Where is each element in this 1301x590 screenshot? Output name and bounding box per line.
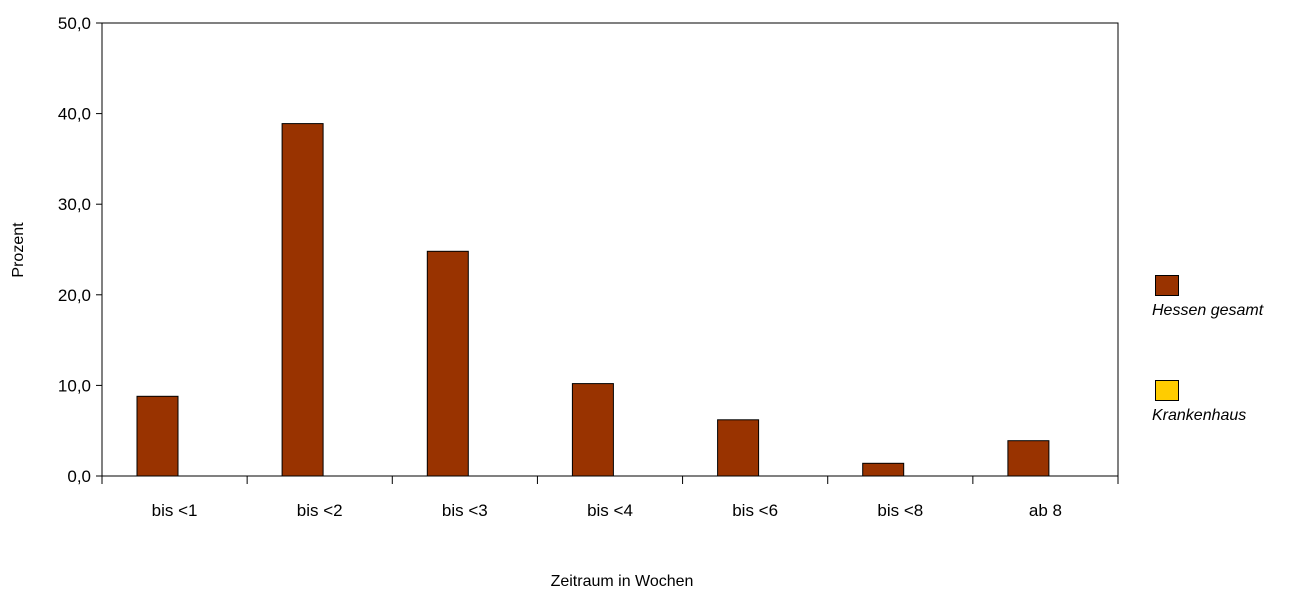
y-axis-title: Prozent [10,222,27,278]
x-tick-label-3: bis <4 [587,501,633,520]
y-tick-label-1: 10,0 [58,376,91,395]
y-tick-label-4: 40,0 [58,105,91,124]
x-tick-label-6: ab 8 [1029,501,1062,520]
legend-label-krankenhaus: Krankenhaus [1152,407,1246,425]
legend-swatch-krankenhaus [1155,380,1179,401]
y-tick-label-0: 0,0 [67,467,91,486]
legend-swatch-hessen-gesamt [1155,275,1179,296]
y-tick-label-2: 20,0 [58,286,91,305]
x-tick-label-0: bis <1 [152,501,198,520]
chart-legend: Hessen gesamt Krankenhaus [1152,272,1297,482]
bar-hessen-gesamt-6 [1008,441,1049,476]
legend-item-krankenhaus: Krankenhaus [1152,377,1297,482]
x-tick-label-1: bis <2 [297,501,343,520]
legend-label-hessen-gesamt: Hessen gesamt [1152,302,1263,320]
legend-item-hessen-gesamt: Hessen gesamt [1152,272,1297,377]
x-tick-label-2: bis <3 [442,501,488,520]
x-tick-label-5: bis <8 [877,501,923,520]
bar-hessen-gesamt-1 [282,124,323,476]
bar-hessen-gesamt-2 [427,251,468,476]
bar-hessen-gesamt-3 [572,384,613,476]
x-tick-label-4: bis <6 [732,501,778,520]
y-tick-label-3: 30,0 [58,195,91,214]
bar-hessen-gesamt-4 [718,420,759,476]
bar-hessen-gesamt-5 [863,463,904,476]
bar-hessen-gesamt-0 [137,396,178,476]
x-axis-title: Zeitraum in Wochen [551,573,694,590]
y-tick-label-5: 50,0 [58,14,91,33]
